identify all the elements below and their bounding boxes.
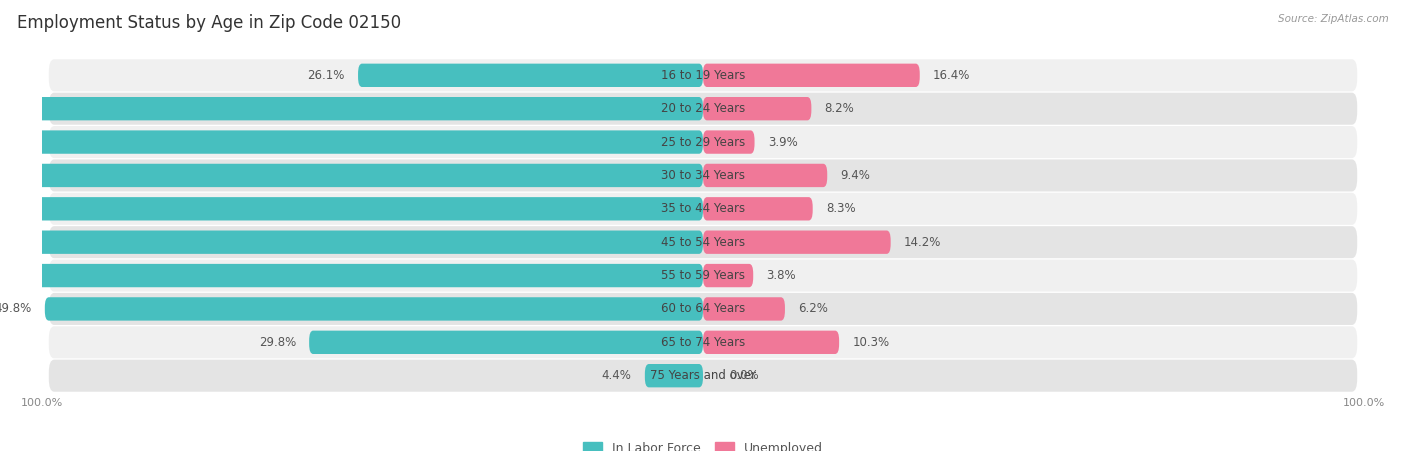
- FancyBboxPatch shape: [49, 359, 1357, 392]
- Text: 6.2%: 6.2%: [799, 303, 828, 315]
- Text: 25 to 29 Years: 25 to 29 Years: [661, 136, 745, 148]
- Text: 4.4%: 4.4%: [602, 369, 631, 382]
- Text: 0.0%: 0.0%: [730, 369, 759, 382]
- FancyBboxPatch shape: [49, 293, 1357, 325]
- Text: 65 to 74 Years: 65 to 74 Years: [661, 336, 745, 349]
- FancyBboxPatch shape: [703, 64, 920, 87]
- Text: 55 to 59 Years: 55 to 59 Years: [661, 269, 745, 282]
- FancyBboxPatch shape: [703, 331, 839, 354]
- FancyBboxPatch shape: [49, 92, 1357, 125]
- Text: 3.9%: 3.9%: [768, 136, 797, 148]
- Text: 75 Years and over: 75 Years and over: [650, 369, 756, 382]
- FancyBboxPatch shape: [703, 297, 785, 321]
- FancyBboxPatch shape: [703, 97, 811, 120]
- Text: Source: ZipAtlas.com: Source: ZipAtlas.com: [1278, 14, 1389, 23]
- FancyBboxPatch shape: [49, 226, 1357, 258]
- FancyBboxPatch shape: [645, 364, 703, 387]
- Text: 35 to 44 Years: 35 to 44 Years: [661, 202, 745, 215]
- FancyBboxPatch shape: [49, 259, 1357, 292]
- Text: 29.8%: 29.8%: [259, 336, 295, 349]
- Text: 30 to 34 Years: 30 to 34 Years: [661, 169, 745, 182]
- Text: 14.2%: 14.2%: [904, 236, 941, 249]
- Text: 16 to 19 Years: 16 to 19 Years: [661, 69, 745, 82]
- FancyBboxPatch shape: [703, 230, 890, 254]
- FancyBboxPatch shape: [703, 164, 827, 187]
- Text: 8.2%: 8.2%: [824, 102, 855, 115]
- FancyBboxPatch shape: [49, 59, 1357, 92]
- Text: 8.3%: 8.3%: [825, 202, 855, 215]
- FancyBboxPatch shape: [0, 97, 703, 120]
- FancyBboxPatch shape: [359, 64, 703, 87]
- FancyBboxPatch shape: [0, 230, 703, 254]
- Text: 10.3%: 10.3%: [852, 336, 890, 349]
- FancyBboxPatch shape: [49, 126, 1357, 158]
- FancyBboxPatch shape: [0, 164, 703, 187]
- FancyBboxPatch shape: [49, 193, 1357, 225]
- FancyBboxPatch shape: [49, 159, 1357, 192]
- FancyBboxPatch shape: [703, 197, 813, 221]
- FancyBboxPatch shape: [49, 326, 1357, 359]
- Text: 60 to 64 Years: 60 to 64 Years: [661, 303, 745, 315]
- Text: 45 to 54 Years: 45 to 54 Years: [661, 236, 745, 249]
- Text: 49.8%: 49.8%: [0, 303, 31, 315]
- FancyBboxPatch shape: [0, 264, 703, 287]
- FancyBboxPatch shape: [309, 331, 703, 354]
- Text: 9.4%: 9.4%: [841, 169, 870, 182]
- FancyBboxPatch shape: [703, 264, 754, 287]
- Text: 26.1%: 26.1%: [308, 69, 344, 82]
- FancyBboxPatch shape: [703, 130, 755, 154]
- Text: Employment Status by Age in Zip Code 02150: Employment Status by Age in Zip Code 021…: [17, 14, 401, 32]
- Text: 3.8%: 3.8%: [766, 269, 796, 282]
- Text: 20 to 24 Years: 20 to 24 Years: [661, 102, 745, 115]
- Text: 16.4%: 16.4%: [934, 69, 970, 82]
- FancyBboxPatch shape: [0, 130, 703, 154]
- Legend: In Labor Force, Unemployed: In Labor Force, Unemployed: [578, 437, 828, 451]
- FancyBboxPatch shape: [45, 297, 703, 321]
- FancyBboxPatch shape: [0, 197, 703, 221]
